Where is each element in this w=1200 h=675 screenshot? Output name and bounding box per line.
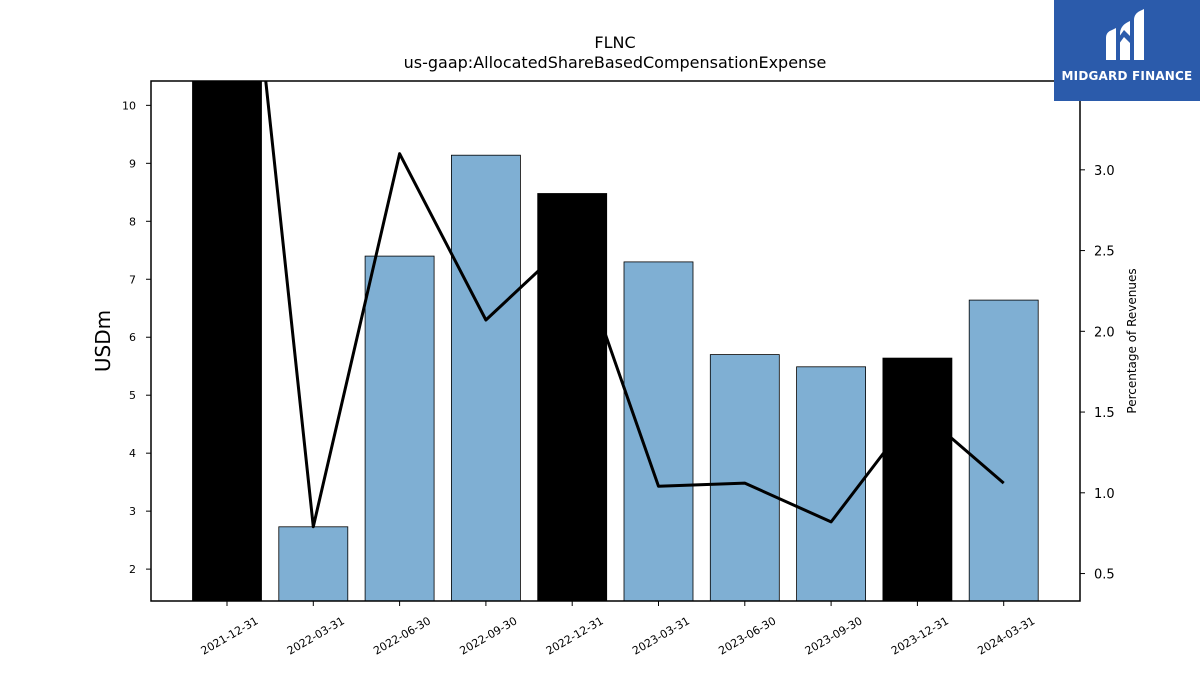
bar <box>450 154 521 601</box>
x-tick-label: 2023-06-30 <box>716 614 778 657</box>
plot-contents <box>192 81 1039 601</box>
logo-text: MIDGARD FINANCE <box>1061 69 1193 83</box>
y2-tick-label: 1.5 <box>1094 406 1115 421</box>
y2-tick-label: 2.5 <box>1094 245 1115 260</box>
plot-frame <box>150 80 1081 602</box>
x-tick-label: 2022-09-30 <box>458 614 520 657</box>
x-tick-label: 2022-06-30 <box>371 614 433 657</box>
y-tick-label: 6 <box>129 331 136 344</box>
bar <box>796 366 866 601</box>
x-tick-label: 2023-09-30 <box>803 614 865 657</box>
y-tick-label: 5 <box>129 389 136 402</box>
bar <box>192 81 262 601</box>
bar <box>364 255 435 601</box>
y-tick-label: 8 <box>129 215 136 228</box>
y-tick-label: 7 <box>129 273 136 286</box>
bar <box>882 357 953 601</box>
y-tick-label: 2 <box>129 563 136 576</box>
y2-axis-label: Percentage of Revenues <box>1125 268 1139 413</box>
series-line <box>264 81 1005 529</box>
bar <box>537 193 608 601</box>
y2-tick-label: 2.0 <box>1094 325 1115 340</box>
y-tick-label: 10 <box>122 99 136 112</box>
midgard-logo-icon <box>1106 9 1144 60</box>
x-tick-label: 2023-12-31 <box>889 614 951 657</box>
y2-tick-label: 1.0 <box>1094 487 1115 502</box>
bar <box>968 299 1039 601</box>
x-tick-label: 2022-12-31 <box>544 614 606 657</box>
y2-tick-label: 0.5 <box>1094 568 1115 583</box>
bar <box>623 261 694 601</box>
bar <box>278 526 349 601</box>
chart-subtitle: us-gaap:AllocatedShareBasedCompensationE… <box>404 53 827 72</box>
y2-tick-label: 3.0 <box>1094 164 1115 179</box>
y-tick-label: 4 <box>129 447 136 460</box>
bar <box>709 354 780 601</box>
x-tick-label: 2021-12-31 <box>199 614 261 657</box>
x-tick-label: 2024-03-31 <box>975 614 1037 657</box>
brand-logo: MIDGARD FINANCE <box>1054 0 1200 101</box>
chart-title: FLNC <box>594 33 635 52</box>
y-tick-label: 3 <box>129 505 136 518</box>
x-tick-label: 2022-03-31 <box>285 614 347 657</box>
x-tick-label: 2023-03-31 <box>630 614 692 657</box>
y-axis-label: USDm <box>91 310 115 372</box>
plot-area: 2 3 4 5 6 7 8 9 10 0.5 1.0 1.5 2.0 2.5 3.0 2021-12-31 20… <box>122 80 1115 658</box>
y-tick-label: 9 <box>129 157 136 170</box>
